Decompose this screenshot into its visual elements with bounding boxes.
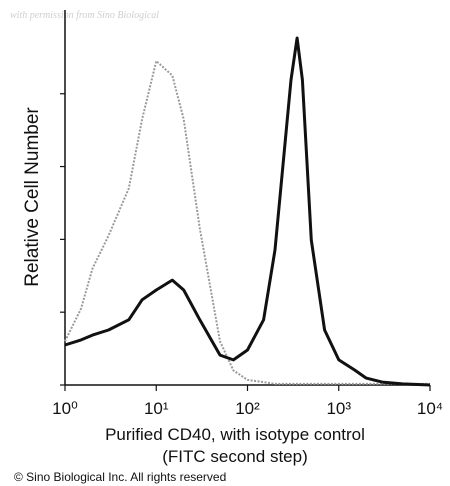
x-tick-label: 10²: [235, 399, 260, 418]
series-line: [64, 60, 430, 385]
x-axis-label: Purified CD40, with isotype control: [105, 425, 365, 444]
x-tick-label: 10⁴: [417, 399, 443, 418]
x-tick-label: 10³: [326, 399, 351, 418]
footer: © Sino Biological Inc. All rights reserv…: [14, 470, 226, 484]
series-line: [64, 36, 431, 387]
y-axis-label: Relative Cell Number: [22, 107, 43, 287]
x-tick-label: 10¹: [144, 399, 169, 418]
x-axis-label: (FITC second step): [162, 447, 308, 466]
x-tick-label: 10⁰: [52, 399, 78, 418]
watermark: with permission from Sino Biological: [10, 10, 159, 21]
